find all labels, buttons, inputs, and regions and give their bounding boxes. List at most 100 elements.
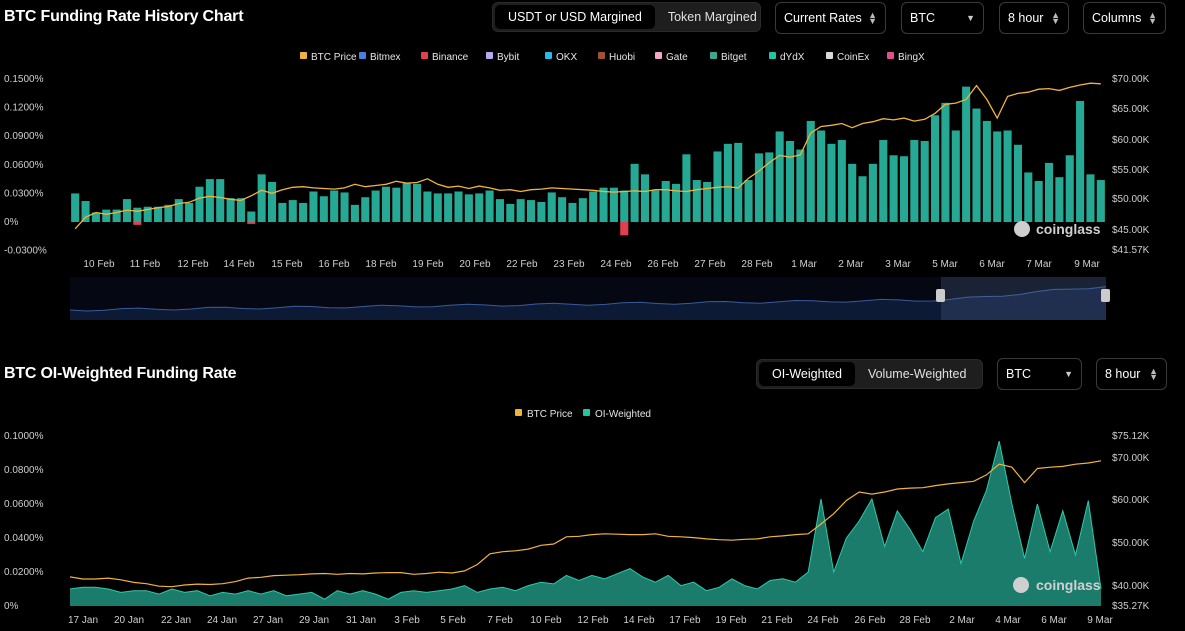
bottom-interval-select-value: 8 hour [1105,367,1141,381]
dydx-bar [526,200,536,222]
weight-toggle: OI-Weighted Volume-Weighted [756,359,983,389]
dydx-bar [972,108,981,222]
x-tick: 7 Mar [1026,259,1052,270]
legend-label-huobi: Huobi [609,52,635,63]
x-tick: 31 Jan [346,615,376,626]
y-left-tick: 0.0800% [4,465,44,476]
y-right-tick: $40.00K [1112,581,1150,592]
y-left-tick: 0.1200% [4,103,44,114]
legend-swatch-oi-weighted [583,409,590,416]
y-left-tick: 0.0900% [4,131,44,142]
dydx-bar [765,152,774,222]
x-tick: 9 Mar [1087,615,1113,626]
dydx-bar [475,193,484,222]
dydx-bar [185,202,194,222]
x-tick: 26 Feb [647,259,679,270]
dydx-bar [257,174,266,222]
volume-weighted-tab[interactable]: Volume-Weighted [867,367,967,381]
y-left-tick: 0.0300% [4,188,44,199]
x-tick: 16 Feb [318,259,350,270]
dydx-bar [464,194,473,222]
x-tick: 19 Feb [412,259,444,270]
legend-label-btc-price: BTC Price [311,52,357,63]
y-left-tick: 0% [4,601,19,612]
dydx-bar [102,209,111,222]
x-tick: 14 Feb [623,615,655,626]
dydx-bar [568,202,577,222]
dydx-bar [413,183,422,222]
x-tick: 4 Mar [995,615,1021,626]
dydx-bar [723,143,732,222]
legend-swatch-binance [421,52,428,59]
coin-select[interactable]: BTC ▼ [901,2,984,34]
legend-swatch-bitget [710,52,717,59]
bottom-coin-select[interactable]: BTC ▼ [997,358,1082,390]
dydx-bar [205,179,214,222]
dydx-bar [589,191,598,222]
dydx-bar [879,140,888,222]
dydx-bar [516,199,525,222]
bottom-chart-title: BTC OI-Weighted Funding Rate [4,365,237,382]
dydx-bar [889,155,898,222]
dydx-bar [402,182,411,222]
y-right-tick: $45.00K [1112,225,1150,236]
usdt-margined-tab[interactable]: USDT or USD Margined [495,5,655,29]
btc-price-line [69,460,1102,588]
binance-bar [133,222,142,225]
chart-type-select[interactable]: Columns ▲ ▼ [1083,2,1166,34]
x-tick: 12 Feb [577,615,609,626]
x-tick: 5 Feb [440,615,466,626]
x-tick: 22 Feb [506,259,538,270]
watermark-bottom: coinglass [1036,577,1101,593]
y-left-tick: 0.0600% [4,160,44,171]
y-right-tick: $35.27K [1112,601,1150,612]
oi-weighted-tab[interactable]: OI-Weighted [759,362,855,386]
dydx-bar [247,211,256,222]
y-right-tick: $70.00K [1112,453,1150,464]
interval-select[interactable]: 8 hour ▲ ▼ [999,2,1069,34]
dydx-bar [340,192,349,222]
y-right-tick: $41.57K [1112,245,1150,256]
dydx-bar [350,204,359,222]
oi-weighted-line [69,440,1102,600]
dydx-bar [785,140,795,222]
dydx-bar [330,190,339,222]
dydx-bar [899,156,909,222]
dydx-bar [672,183,681,222]
rate-select-value: Current Rates [784,11,862,25]
dydx-bar [174,199,183,222]
dydx-bar [941,102,950,222]
x-tick: 17 Jan [68,615,98,626]
navigator-left-handle [936,289,945,302]
dydx-bar [278,202,287,222]
legend-swatch-btc-price [300,52,307,59]
dydx-bar [1003,130,1012,222]
legend-label-bitmex: Bitmex [370,52,401,63]
x-tick: 15 Feb [271,259,303,270]
token-margined-tab[interactable]: Token Margined [667,10,757,24]
dydx-bar [547,192,556,222]
dydx-bar [1024,172,1033,222]
bottom-interval-select[interactable]: 8 hour ▲ ▼ [1096,358,1167,390]
legend-swatch-btc-price [515,409,522,416]
dydx-bar [112,209,121,222]
navigator-selected-range [941,277,1106,320]
dydx-bar [537,201,546,222]
coin-select-value: BTC [910,11,935,25]
legend-swatch-huobi [598,52,605,59]
oi-weighted-area [70,441,1101,606]
dydx-bar [754,153,763,222]
x-tick: 12 Feb [177,259,209,270]
dydx-bar [133,207,142,222]
dydx-bar [91,212,100,222]
legend-label-bybit: Bybit [497,52,519,63]
x-tick: 22 Jan [161,615,191,626]
dydx-bar [848,163,857,222]
dydx-bar [361,197,370,222]
dydx-bar [71,193,80,222]
dydx-bar [993,131,1002,222]
dydx-bar [1044,162,1054,222]
dydx-bar [651,190,660,222]
x-tick: 29 Jan [299,615,329,626]
rate-select[interactable]: Current Rates ▲ ▼ [775,2,886,34]
